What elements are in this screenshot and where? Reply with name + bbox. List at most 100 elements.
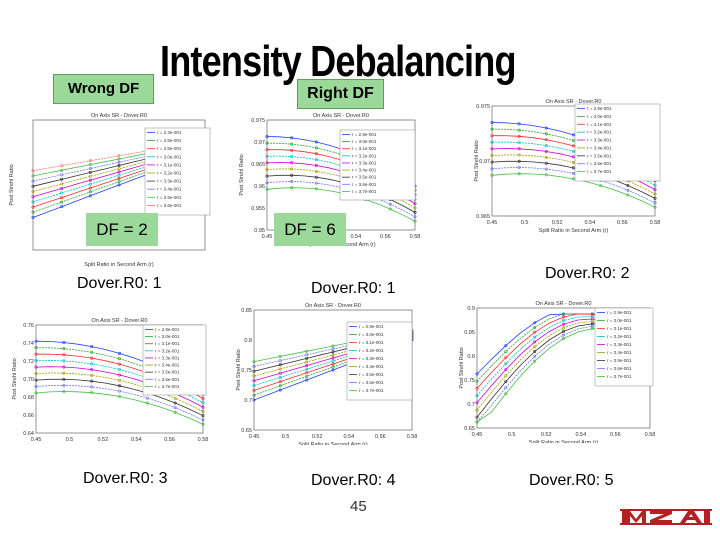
- plot-title: On Axis SR - Dover.R0: [91, 113, 147, 119]
- series-marker: [490, 120, 494, 124]
- legend-entry: r = 3.5e-001: [157, 195, 182, 200]
- legend-entry: r = 3.2e-001: [155, 348, 180, 353]
- series-line: [491, 173, 656, 208]
- df-6-label: DF = 6: [274, 213, 346, 246]
- series-marker: [290, 186, 294, 190]
- series-marker: [31, 184, 35, 188]
- series-marker: [331, 350, 335, 354]
- series-marker: [544, 173, 548, 177]
- series-marker: [413, 219, 417, 223]
- legend-entry: r = 3.7e-001: [155, 384, 180, 389]
- legend-entry: r = 3.6e-001: [359, 380, 384, 385]
- series-marker: [305, 378, 309, 382]
- x-tick-label: 0.54: [575, 432, 586, 438]
- series-marker: [305, 371, 309, 375]
- series-marker: [504, 380, 508, 384]
- x-tick-label: 0.52: [552, 220, 563, 226]
- legend-entry: r = 3.3e-001: [155, 355, 180, 360]
- caption-5: Dover.R0: 4: [311, 472, 396, 489]
- series-line: [32, 150, 206, 213]
- series-marker: [173, 401, 177, 405]
- series-marker: [278, 384, 282, 388]
- series-marker: [331, 368, 335, 372]
- x-tick-label: 0.54: [343, 434, 354, 440]
- mza-logo: [620, 508, 712, 526]
- series-marker: [252, 364, 256, 368]
- caption-6: Dover.R0: 5: [529, 472, 614, 489]
- plot-c: On Axis SR - Dover.R0 Split Ratio in Seco…: [474, 99, 660, 234]
- caption-3: Dover.R0: 2: [545, 265, 630, 282]
- series-marker: [517, 153, 521, 157]
- series-marker: [90, 356, 94, 360]
- series-marker: [34, 365, 38, 369]
- x-tick-label: 0.5: [521, 220, 529, 226]
- series-line: [253, 336, 413, 386]
- wrong-df-badge: Wrong DF: [53, 74, 154, 104]
- legend-entry: r = 2.8e-001: [157, 138, 182, 143]
- series-marker: [544, 144, 548, 148]
- legend-entry: r = 3.5e-001: [607, 358, 632, 363]
- series-line: [35, 391, 204, 425]
- legend-entry: r = 3.6e-001: [157, 203, 182, 208]
- x-tick-label: 0.52: [97, 437, 108, 443]
- legend-entry: r = 3.7e-001: [587, 169, 612, 174]
- series-marker: [145, 396, 149, 400]
- series-marker: [34, 385, 38, 389]
- series-marker: [475, 394, 479, 398]
- y-tick-label: 0.8: [467, 354, 475, 360]
- series-marker: [413, 215, 417, 219]
- series-marker: [290, 180, 294, 184]
- series-marker: [653, 183, 657, 187]
- series-marker: [118, 357, 122, 361]
- caption-2: Dover.R0: 1: [311, 280, 396, 297]
- series-marker: [117, 183, 121, 187]
- series-marker: [252, 393, 256, 397]
- y-tick-label: 0.97: [479, 159, 490, 165]
- y-tick-label: 0.965: [476, 214, 490, 220]
- series-marker: [331, 344, 335, 348]
- series-marker: [278, 367, 282, 371]
- series-line: [491, 167, 656, 204]
- series-marker: [201, 396, 205, 400]
- plot-title: On Axis SR - Dover.R0: [546, 99, 602, 105]
- x-tick-label: 0.45: [472, 432, 483, 438]
- series-marker: [572, 177, 576, 181]
- series-marker: [305, 356, 309, 360]
- series-marker: [34, 359, 38, 363]
- x-tick-label: 0.58: [410, 234, 420, 240]
- series-marker: [252, 388, 256, 392]
- series-marker: [504, 362, 508, 366]
- y-tick-label: 0.95: [254, 228, 265, 234]
- series-marker: [305, 364, 309, 368]
- series-marker: [314, 158, 318, 162]
- series-marker: [504, 368, 508, 372]
- series-marker: [278, 363, 282, 367]
- legend-entry: r = 3.0e-001: [607, 318, 632, 323]
- y-tick-label: 0.8: [244, 338, 252, 344]
- series-marker: [290, 142, 294, 146]
- series-marker: [572, 160, 576, 164]
- y-axis-label: Post Strehl Ratio: [12, 358, 18, 399]
- series-marker: [60, 186, 64, 190]
- y-tick-label: 0.965: [251, 162, 265, 168]
- series-marker: [504, 350, 508, 354]
- series-line: [266, 181, 416, 218]
- series-marker: [331, 365, 335, 369]
- series-marker: [201, 409, 205, 413]
- series-marker: [60, 173, 64, 177]
- series-marker: [590, 327, 594, 331]
- x-axis-label: Split Ratio in Second Arm (r): [84, 262, 154, 268]
- series-marker: [490, 173, 494, 177]
- series-marker: [290, 161, 294, 165]
- series-marker: [626, 183, 630, 187]
- series-marker: [88, 170, 92, 174]
- series-marker: [533, 359, 537, 363]
- y-tick-label: 0.65: [241, 428, 252, 434]
- series-marker: [34, 372, 38, 376]
- legend-entry: r = 3.5e-001: [359, 372, 384, 377]
- series-marker: [90, 385, 94, 389]
- x-tick-label: 0.45: [249, 434, 260, 440]
- legend-entry: r = 3.0e-001: [359, 332, 384, 337]
- series-marker: [60, 182, 64, 186]
- series-marker: [173, 410, 177, 414]
